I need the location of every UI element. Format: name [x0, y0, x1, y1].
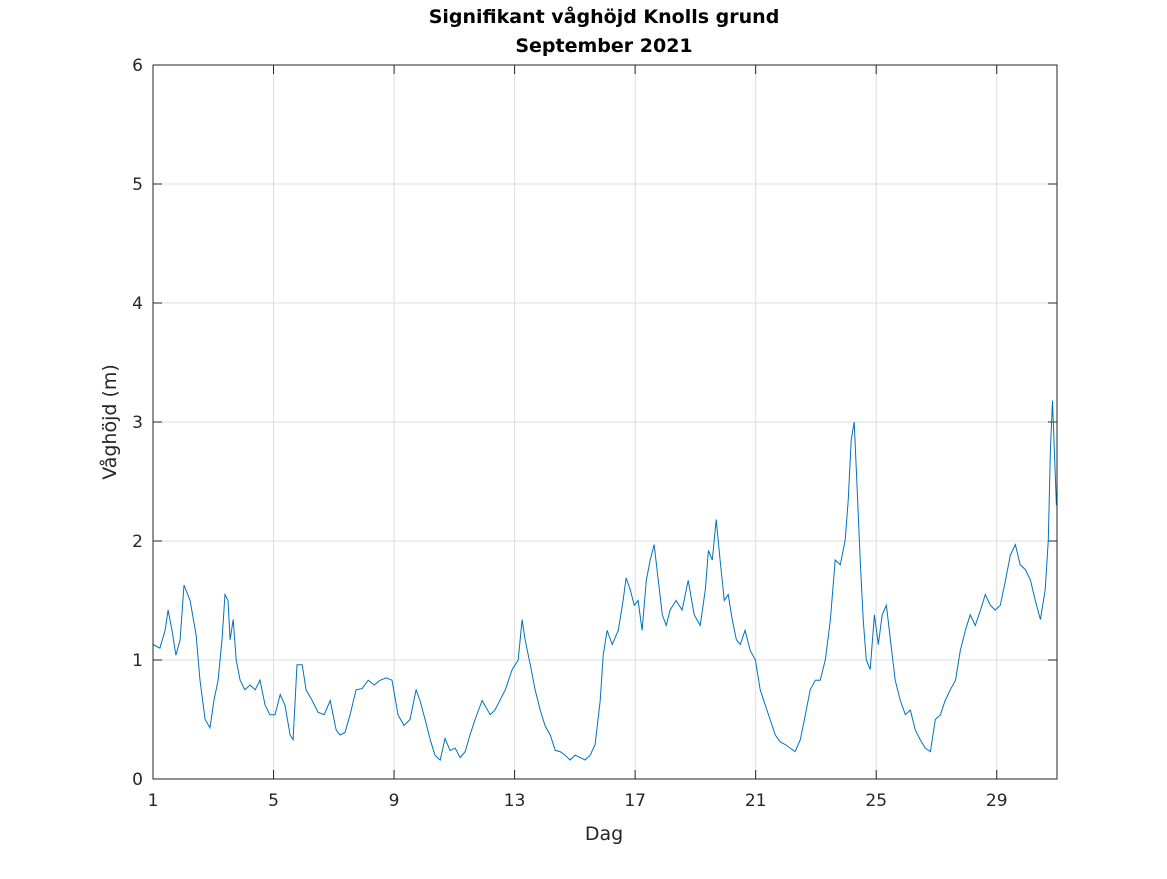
x-tick-label: 9 — [389, 791, 400, 811]
x-axis-label: Dag — [585, 823, 623, 845]
chart-title: Signifikant våghöjd Knolls grund — [429, 4, 780, 28]
chart-subtitle: September 2021 — [515, 35, 692, 57]
x-tick-label: 5 — [268, 791, 279, 811]
series-line — [152, 400, 1057, 761]
y-axis-label: Våghöjd (m) — [98, 364, 121, 480]
x-tick-label: 29 — [986, 791, 1008, 811]
y-tick-label: 5 — [132, 175, 143, 195]
x-tick-label: 1 — [148, 791, 159, 811]
y-tick-label: 4 — [132, 294, 143, 314]
y-tick-label: 6 — [132, 56, 143, 76]
plot-box — [152, 64, 1058, 780]
x-tick-label: 17 — [624, 791, 646, 811]
y-tick-label: 2 — [132, 532, 143, 552]
y-tick-label: 0 — [132, 770, 143, 790]
y-tick-label: 3 — [132, 413, 143, 433]
grid — [152, 64, 1057, 780]
x-tick-label: 13 — [504, 791, 526, 811]
y-tick-label: 1 — [132, 651, 143, 671]
x-tick-label: 25 — [865, 791, 887, 811]
x-tick-label: 21 — [745, 791, 767, 811]
